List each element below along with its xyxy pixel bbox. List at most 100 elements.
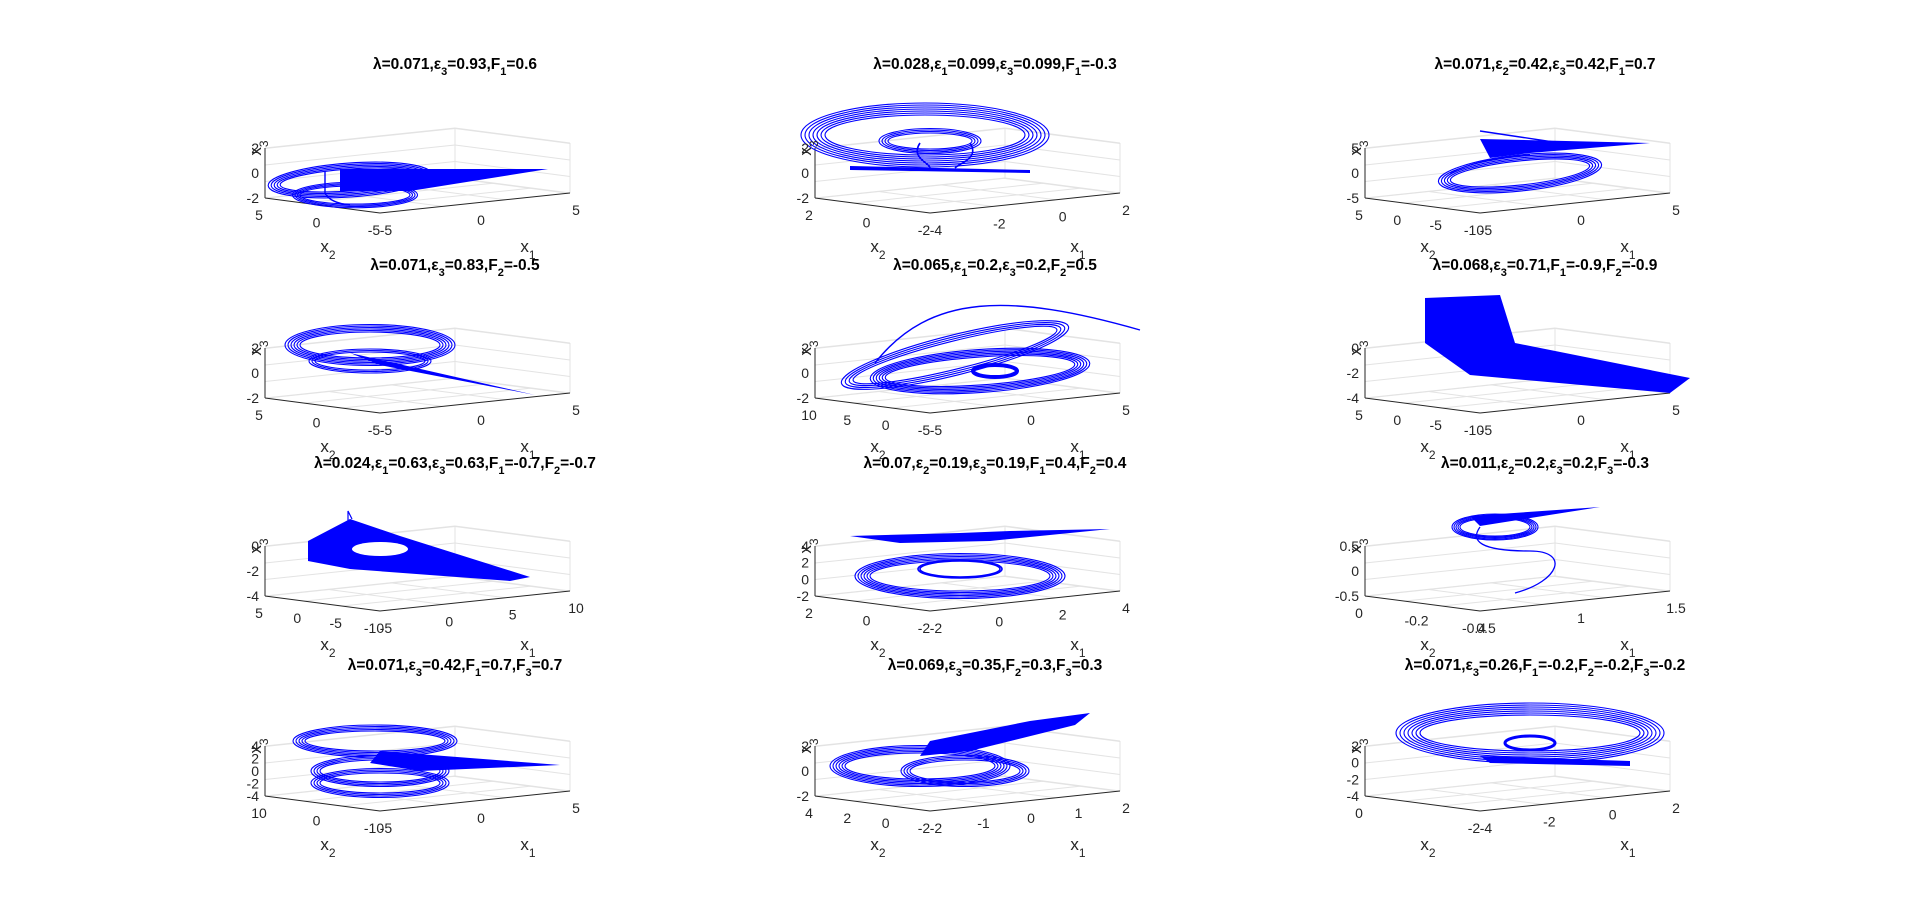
z-tick-label: 2 <box>1351 738 1359 754</box>
y-tick-label: -5 <box>368 422 381 438</box>
x-tick-label: -5 <box>930 422 943 438</box>
z-tick-label: 2 <box>801 555 809 571</box>
x-axis-label: x1 <box>1620 237 1636 262</box>
z-tick-label: -2 <box>247 563 260 579</box>
y-tick-label: -5 <box>329 615 342 631</box>
y-tick-label: 0 <box>1393 412 1401 428</box>
y-tick-label: 5 <box>1355 207 1363 223</box>
attractor-trace <box>292 724 560 799</box>
subplot-title: λ=0.071,ε3=0.83,F2=-0.5 <box>370 257 540 279</box>
y-tick-label: -0.2 <box>1404 613 1428 629</box>
subplot-12: λ=0.071,ε3=0.26,F1=-0.2,F2=-0.2,F3=-0.2 2… <box>1346 657 1685 860</box>
y-tick-label: 0 <box>1355 805 1363 821</box>
x-axis-label: x1 <box>520 237 536 262</box>
x-tick-label: 1 <box>1577 610 1585 626</box>
x-axis-label: x1 <box>520 437 536 462</box>
x-tick-label: -2 <box>1543 813 1556 829</box>
y-axis-label: x2 <box>320 635 336 660</box>
y-tick-label: 0 <box>313 415 321 431</box>
x-tick-label: 5 <box>572 402 580 418</box>
x-tick-label: 1 <box>1075 805 1083 821</box>
y-tick-label: -10 <box>364 820 384 836</box>
x-tick-label: 0 <box>1059 209 1067 225</box>
y-tick-label: -2 <box>918 222 931 238</box>
z-tick-label: 0.5 <box>1340 538 1360 554</box>
y-tick-label: 2 <box>805 207 813 223</box>
x-tick-label: -2 <box>930 620 943 636</box>
x-axis-label: x1 <box>1620 835 1636 860</box>
y-tick-label: 5 <box>843 412 851 428</box>
x-tick-label: -5 <box>380 620 393 636</box>
y-tick-label: 4 <box>805 805 813 821</box>
z-axis-label: x3 <box>796 538 821 554</box>
z-tick-label: 0 <box>1351 165 1359 181</box>
y-tick-label: 5 <box>255 207 263 223</box>
z-tick-label: 0 <box>1351 340 1359 356</box>
z-axis-label: x3 <box>246 340 271 356</box>
z-axis-label: x3 <box>246 538 271 554</box>
x-tick-label: 4 <box>1122 600 1130 616</box>
y-tick-label: 0 <box>863 613 871 629</box>
subplot-title: λ=0.065,ε1=0.2,ε3=0.2,F2=0.5 <box>893 257 1097 279</box>
y-tick-label: 0 <box>1355 605 1363 621</box>
z-tick-label: 0 <box>801 165 809 181</box>
y-axis-label: x2 <box>1420 635 1436 660</box>
z-tick-label: 0 <box>251 365 259 381</box>
z-tick-label: 0 <box>251 763 259 779</box>
y-axis-label: x2 <box>320 437 336 462</box>
z-tick-label: 2 <box>801 140 809 156</box>
attractor-trace <box>1451 507 1600 594</box>
x-tick-label: -2 <box>930 820 943 836</box>
subplot-title: λ=0.068,ε3=0.71,F1=-0.9,F2=-0.9 <box>1433 257 1658 279</box>
y-tick-label: 0 <box>1393 212 1401 228</box>
z-tick-label: 4 <box>801 538 809 554</box>
x-tick-label: -1 <box>977 815 990 831</box>
y-tick-label: 10 <box>801 407 817 423</box>
x-tick-label: -4 <box>1480 820 1493 836</box>
y-tick-label: -5 <box>1429 217 1442 233</box>
subplot-title: λ=0.028,ε1=0.099,ε3=0.099,F1=-0.3 <box>873 56 1117 78</box>
x-axis-label: x1 <box>1070 437 1086 462</box>
x-tick-label: 5 <box>1672 202 1680 218</box>
x-tick-label: 0 <box>477 412 485 428</box>
z-tick-label: 0 <box>801 365 809 381</box>
subplot-title: λ=0.071,ε3=0.42,F1=0.7,F3=0.7 <box>348 657 563 679</box>
z-axis-label: x3 <box>796 140 821 156</box>
x-tick-label: 0 <box>995 613 1003 629</box>
z-axis-label: x3 <box>796 340 821 356</box>
x-tick-label: -2 <box>993 215 1006 231</box>
attractor-trace <box>829 713 1090 788</box>
x-tick-label: 5 <box>509 607 517 623</box>
y-tick-label: 2 <box>843 810 851 826</box>
z-tick-label: -2 <box>247 390 260 406</box>
z-tick-label: -2 <box>797 588 810 604</box>
x-tick-label: 0 <box>1027 810 1035 826</box>
subplot-8: λ=0.07,ε2=0.19,ε3=0.19,F1=0.4,F2=0.4420-… <box>796 455 1130 660</box>
y-tick-label: -10 <box>1464 422 1484 438</box>
subplot-title: λ=0.011,ε2=0.2,ε3=0.2,F3=-0.3 <box>1441 455 1649 477</box>
z-tick-label: 0 <box>1351 755 1359 771</box>
y-axis-label: x2 <box>870 635 886 660</box>
y-tick-label: 0 <box>293 610 301 626</box>
z-tick-label: 2 <box>801 340 809 356</box>
x-axis-label: x1 <box>1070 237 1086 262</box>
x-tick-label: 2 <box>1122 800 1130 816</box>
z-tick-label: -2 <box>247 776 260 792</box>
z-tick-label: 2 <box>801 738 809 754</box>
y-axis-label: x2 <box>870 835 886 860</box>
z-tick-label: -4 <box>1347 788 1360 804</box>
y-tick-label: -10 <box>364 620 384 636</box>
x-axis-label: x1 <box>1620 635 1636 660</box>
y-axis-label: x2 <box>1420 437 1436 462</box>
y-tick-label: -10 <box>1464 222 1484 238</box>
z-tick-label: -2 <box>797 190 810 206</box>
x-tick-label: -5 <box>1480 222 1493 238</box>
z-tick-label: 2 <box>251 751 259 767</box>
y-axis-label: x2 <box>870 437 886 462</box>
z-tick-label: 0 <box>1351 563 1359 579</box>
y-tick-label: 0 <box>882 815 890 831</box>
y-tick-label: -0.4 <box>1462 620 1486 636</box>
z-tick-label: -4 <box>247 588 260 604</box>
